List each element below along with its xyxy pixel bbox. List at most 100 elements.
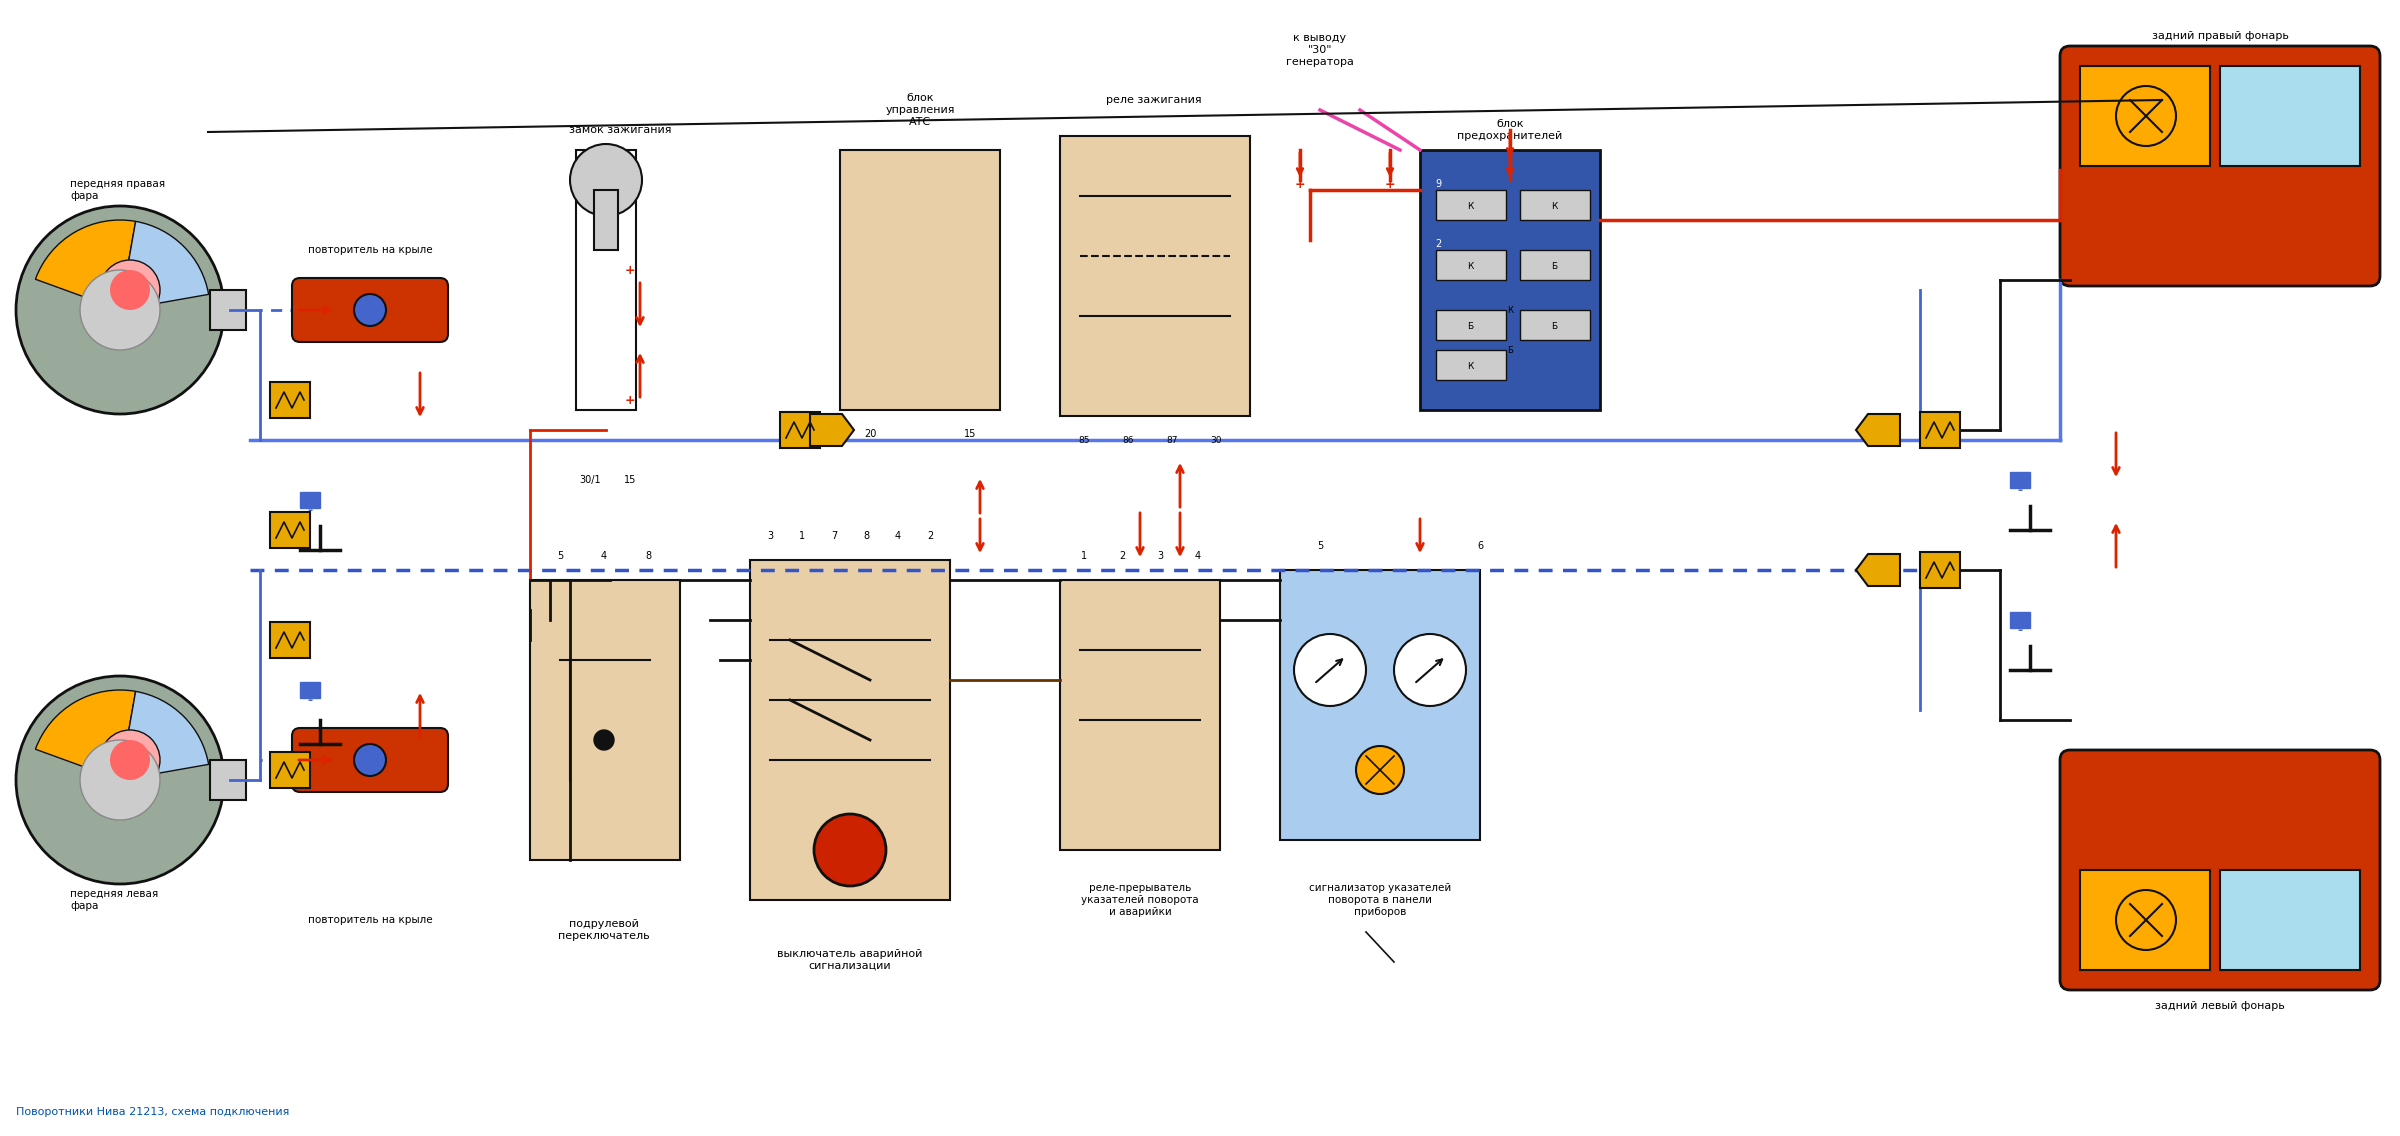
Text: К: К bbox=[1507, 306, 1512, 315]
Polygon shape bbox=[811, 414, 854, 446]
Bar bbox=[1421, 150, 1601, 410]
Circle shape bbox=[2117, 889, 2177, 950]
Circle shape bbox=[355, 294, 386, 326]
Bar bbox=[1435, 310, 1507, 340]
Text: К: К bbox=[1466, 201, 1474, 210]
Text: 8: 8 bbox=[864, 531, 869, 541]
Bar bbox=[1435, 250, 1507, 279]
Circle shape bbox=[110, 270, 149, 310]
Circle shape bbox=[17, 676, 223, 884]
Text: задний правый фонарь: задний правый фонарь bbox=[2150, 31, 2290, 41]
Text: 8: 8 bbox=[646, 551, 650, 561]
Bar bbox=[2220, 66, 2359, 166]
Text: 15: 15 bbox=[624, 475, 636, 485]
Text: 9: 9 bbox=[1435, 179, 1440, 189]
Text: 4: 4 bbox=[1195, 551, 1200, 561]
Text: +: + bbox=[624, 264, 636, 276]
Circle shape bbox=[2117, 86, 2177, 147]
Text: передняя правая
фара: передняя правая фара bbox=[70, 179, 166, 201]
Bar bbox=[1519, 190, 1591, 220]
Bar bbox=[2081, 770, 2340, 860]
Bar bbox=[780, 412, 821, 448]
Text: 85: 85 bbox=[1078, 435, 1090, 444]
Wedge shape bbox=[36, 690, 137, 780]
Text: -: - bbox=[2018, 624, 2023, 636]
Circle shape bbox=[17, 206, 223, 414]
Text: к выводу
"30"
генератора: к выводу "30" генератора bbox=[1286, 33, 1354, 67]
Bar bbox=[1279, 570, 1481, 840]
Text: повторитель на крыле: повторитель на крыле bbox=[307, 914, 432, 925]
Bar bbox=[269, 752, 310, 788]
Bar bbox=[2220, 870, 2359, 970]
Circle shape bbox=[110, 740, 149, 780]
Text: -: - bbox=[307, 503, 312, 517]
Bar bbox=[300, 492, 319, 508]
Bar bbox=[1920, 412, 1961, 448]
Text: 3: 3 bbox=[1157, 551, 1164, 561]
Bar bbox=[1920, 552, 1961, 588]
Text: 9: 9 bbox=[1392, 201, 1399, 211]
Text: реле-прерыватель
указателей поворота
и аварийки: реле-прерыватель указателей поворота и а… bbox=[1080, 884, 1200, 917]
Bar bbox=[749, 560, 950, 900]
Circle shape bbox=[101, 260, 161, 320]
Text: 30/1: 30/1 bbox=[578, 475, 600, 485]
Bar bbox=[1435, 350, 1507, 381]
Bar bbox=[1061, 136, 1250, 416]
Text: 2: 2 bbox=[1118, 551, 1126, 561]
Bar bbox=[300, 682, 319, 698]
Bar bbox=[1519, 310, 1591, 340]
Text: Б: Б bbox=[1507, 345, 1512, 354]
Circle shape bbox=[1356, 746, 1404, 794]
Text: блок
управления
АТС: блок управления АТС bbox=[886, 93, 955, 126]
Circle shape bbox=[814, 815, 886, 886]
Text: 5: 5 bbox=[1318, 541, 1322, 551]
Text: +: + bbox=[1294, 177, 1306, 191]
Text: 3: 3 bbox=[768, 531, 773, 541]
Text: К: К bbox=[1466, 261, 1474, 270]
Text: выключатель аварийной
сигнализации: выключатель аварийной сигнализации bbox=[778, 950, 922, 971]
Circle shape bbox=[595, 730, 614, 750]
Bar bbox=[211, 760, 247, 800]
Text: 2: 2 bbox=[1392, 335, 1399, 345]
Text: К: К bbox=[1466, 361, 1474, 370]
Bar bbox=[1061, 580, 1219, 850]
Text: подрулевой
переключатель: подрулевой переключатель bbox=[559, 919, 650, 941]
Text: замок зажигания: замок зажигания bbox=[569, 125, 672, 135]
Text: 7: 7 bbox=[830, 531, 838, 541]
Bar bbox=[530, 580, 679, 860]
Circle shape bbox=[79, 270, 161, 350]
Text: 30: 30 bbox=[1210, 435, 1222, 444]
Bar bbox=[269, 382, 310, 418]
FancyBboxPatch shape bbox=[293, 278, 449, 342]
Bar bbox=[2011, 471, 2030, 488]
Circle shape bbox=[1294, 634, 1366, 705]
Polygon shape bbox=[1855, 414, 1901, 446]
FancyBboxPatch shape bbox=[2059, 750, 2381, 989]
Text: 4: 4 bbox=[600, 551, 607, 561]
Circle shape bbox=[355, 744, 386, 776]
Text: 9: 9 bbox=[1392, 201, 1399, 211]
Circle shape bbox=[101, 730, 161, 790]
Wedge shape bbox=[120, 692, 209, 780]
Circle shape bbox=[571, 144, 643, 216]
Text: +: + bbox=[624, 393, 636, 407]
Bar bbox=[1519, 250, 1591, 279]
Text: передняя левая
фара: передняя левая фара bbox=[70, 889, 158, 911]
Text: Поворотники Нива 21213, схема подключения: Поворотники Нива 21213, схема подключени… bbox=[17, 1106, 290, 1117]
Text: 1: 1 bbox=[1080, 551, 1087, 561]
Text: 2: 2 bbox=[1392, 361, 1399, 371]
Circle shape bbox=[79, 740, 161, 820]
Bar bbox=[2081, 66, 2210, 166]
Bar bbox=[2011, 612, 2030, 628]
Text: повторитель на крыле: повторитель на крыле bbox=[307, 245, 432, 254]
Wedge shape bbox=[36, 220, 137, 310]
Text: блок
предохранителей: блок предохранителей bbox=[1457, 119, 1562, 141]
FancyBboxPatch shape bbox=[293, 728, 449, 792]
Bar bbox=[269, 512, 310, 548]
Text: 86: 86 bbox=[1123, 435, 1133, 444]
Bar bbox=[595, 190, 619, 250]
Bar bbox=[2081, 176, 2340, 266]
Text: 87: 87 bbox=[1166, 435, 1178, 444]
Text: реле зажигания: реле зажигания bbox=[1106, 95, 1202, 105]
Polygon shape bbox=[1855, 554, 1901, 586]
